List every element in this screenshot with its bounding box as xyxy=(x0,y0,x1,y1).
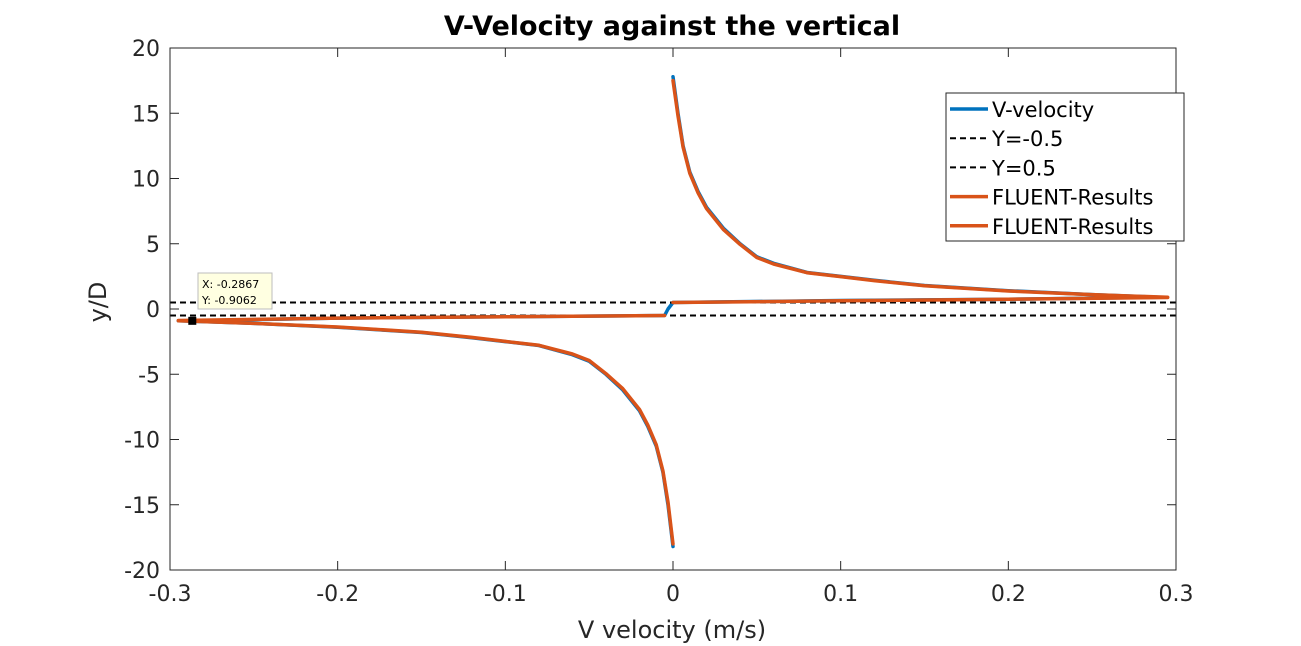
legend-label: Y=-0.5 xyxy=(991,127,1063,151)
y-tick-label: 10 xyxy=(132,168,160,193)
x-tick-label: -0.2 xyxy=(316,582,359,607)
legend-item[interactable]: FLUENT-Results xyxy=(950,186,1153,210)
series-fluent-results-3 xyxy=(176,78,1170,546)
y-tick-label: -20 xyxy=(124,559,160,584)
x-tick-label: 0.3 xyxy=(1159,582,1194,607)
legend-item[interactable]: V-velocity xyxy=(950,98,1094,122)
y-tick-label: -15 xyxy=(124,494,160,519)
data-tip-y: Y: -0.9062 xyxy=(201,294,257,307)
x-tick-label: 0.1 xyxy=(823,582,858,607)
y-tick-label: 5 xyxy=(146,233,160,258)
x-axis-label: V velocity (m/s) xyxy=(578,616,766,644)
legend-label: FLUENT-Results xyxy=(992,215,1153,239)
y-axis-label: y/D xyxy=(84,282,112,323)
legend[interactable]: V-velocity Y=-0.5 Y=0.5 FLUENT-Results FLUEN… xyxy=(945,92,1185,242)
legend-item[interactable]: Y=-0.5 xyxy=(950,127,1063,151)
legend-label: V-velocity xyxy=(992,98,1094,122)
data-tip-x: X: -0.2867 xyxy=(202,278,259,291)
x-tick-label: 0.2 xyxy=(991,582,1026,607)
series-line xyxy=(176,313,667,323)
chart-title: V-Velocity against the vertical xyxy=(444,11,900,42)
series-line xyxy=(671,78,1170,300)
series-layer xyxy=(170,74,1176,549)
x-axis-ticks: -0.3 -0.2 -0.1 0 0.1 0.2 0.3 xyxy=(149,48,1194,607)
data-tip[interactable]: X: -0.2867 Y: -0.9062 xyxy=(188,272,273,325)
series-line xyxy=(671,295,1170,305)
series-line xyxy=(176,318,675,546)
x-tick-label: 0 xyxy=(666,582,680,607)
x-tick-label: -0.1 xyxy=(484,582,527,607)
legend-label: FLUENT-Results xyxy=(992,186,1153,210)
x-tick-label: -0.3 xyxy=(149,582,192,607)
y-tick-label: -5 xyxy=(138,363,160,388)
data-tip-marker[interactable] xyxy=(188,316,197,325)
legend-label: Y=0.5 xyxy=(991,156,1056,180)
y-tick-label: 0 xyxy=(146,298,160,323)
y-tick-label: 20 xyxy=(132,37,160,62)
legend-item[interactable]: FLUENT-Results xyxy=(950,215,1153,239)
y-axis-ticks: -20 -15 -10 -5 0 5 10 15 20 xyxy=(124,37,1176,584)
legend-item[interactable]: Y=0.5 xyxy=(950,156,1056,180)
series-fluent-results-4 xyxy=(176,295,1170,323)
data-tip-box xyxy=(197,272,273,310)
y-tick-label: 15 xyxy=(132,102,160,127)
y-tick-label: -10 xyxy=(124,429,160,454)
